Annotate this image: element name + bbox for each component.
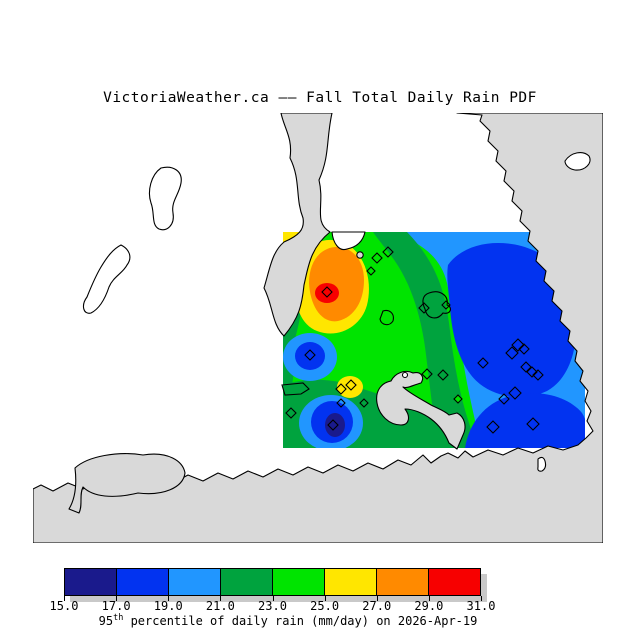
lake-west-south <box>82 244 131 314</box>
station-marker-diamond <box>359 398 369 408</box>
tick-mark <box>272 596 274 601</box>
station-marker-diamond <box>486 420 500 434</box>
station-marker-diamond <box>453 394 463 404</box>
tick-mark <box>64 596 65 601</box>
page-title: VictoriaWeather.ca –– Fall Total Daily R… <box>103 90 537 106</box>
colorbar-tick-label: 21.0 <box>205 599 235 613</box>
colorbar-tick-label: 15.0 <box>49 599 79 613</box>
victoria-harbours <box>376 370 466 450</box>
station-marker-diamond <box>421 368 433 380</box>
island-northeast <box>564 152 591 171</box>
station-marker-diamond <box>285 407 297 419</box>
colorbar-segment-27-29 <box>377 569 429 595</box>
lake-west-north <box>148 166 182 231</box>
station-marker-diamond <box>321 286 333 298</box>
station-marker-diamond <box>437 369 449 381</box>
contour-green-speck <box>454 395 462 403</box>
station-marker-diamond <box>382 246 394 258</box>
station-marker-diamond <box>526 417 540 431</box>
station-marker-diamond <box>418 302 430 314</box>
station-marker-diamond <box>335 383 347 395</box>
contour-blue-southeast <box>465 393 585 448</box>
colorbar-tick-label: 31.0 <box>466 599 496 613</box>
colorbar-labels: 15.0 17.0 19.0 21.0 23.0 25.0 27.0 29.0 … <box>50 599 496 613</box>
colorbar-tick-label: 25.0 <box>310 599 340 613</box>
colorbar-segment-19-21 <box>169 569 221 595</box>
colorbar-caption: 95th percentile of daily rain (mm/day) o… <box>0 613 576 628</box>
station-marker-diamond <box>518 343 530 355</box>
station-marker-diamond <box>336 398 346 408</box>
tick-mark <box>376 596 378 601</box>
lakes-layer <box>82 166 452 396</box>
contour-band-21-23-mid <box>373 232 477 448</box>
caption-text: percentile of daily rain (mm/day) on 202… <box>123 614 478 628</box>
colorbar-tick-label: 27.0 <box>362 599 392 613</box>
sooke-basin <box>68 453 186 514</box>
brentwood-bay <box>356 251 364 259</box>
station-marker-diamond <box>505 346 519 360</box>
prospect-lake-outline <box>379 309 394 326</box>
saanich-inlet <box>263 112 333 337</box>
station-markers <box>285 246 544 434</box>
station-marker-diamond <box>532 369 544 381</box>
tick-mark <box>324 596 326 601</box>
tick-mark <box>220 596 222 601</box>
station-marker-diamond <box>520 361 532 373</box>
tick-mark <box>168 596 170 601</box>
caption-number: 95 <box>98 614 114 628</box>
colorbar-ticks <box>64 596 482 602</box>
station-marker-diamond <box>511 338 525 352</box>
colorbar-segment-25-27 <box>325 569 377 595</box>
colorbar-segment-29-31 <box>429 569 480 595</box>
water-layer <box>32 112 604 544</box>
colorbar-tick-label: 17.0 <box>101 599 131 613</box>
colorbar-tick-label: 29.0 <box>414 599 444 613</box>
station-marker-diamond <box>366 266 376 276</box>
colorbar-tick-label: 23.0 <box>258 599 287 613</box>
tick-mark <box>428 596 430 601</box>
trial-islet <box>537 456 547 472</box>
station-marker-diamond <box>371 252 383 264</box>
station-marker-diamond <box>327 419 339 431</box>
station-marker-diamond <box>477 357 489 369</box>
station-marker-diamond <box>498 393 510 405</box>
contour-navy-min <box>325 413 345 437</box>
colorbar-segment-21-23 <box>221 569 273 595</box>
tick-mark <box>116 596 118 601</box>
colorbar-segment-15-17 <box>65 569 117 595</box>
colorbar-segment-23-25 <box>273 569 325 595</box>
contour-band-27-29 <box>309 247 364 322</box>
land-notch <box>331 231 366 251</box>
tick-mark <box>481 596 482 601</box>
caption-superscript: th <box>113 613 124 623</box>
station-marker-diamond <box>441 300 451 310</box>
contour-yellow-blob-small <box>337 376 363 398</box>
station-marker-diamond <box>508 386 522 400</box>
lagoon-outline <box>281 382 310 396</box>
rain-contour-field <box>283 232 585 448</box>
station-marker-diamond <box>345 379 357 391</box>
colorbar <box>64 568 481 596</box>
colorbar-segment-17-19 <box>117 569 169 595</box>
colorbar-tick-label: 19.0 <box>153 599 183 613</box>
elk-lake-outline <box>422 291 452 319</box>
harbour-islet <box>401 371 409 379</box>
station-marker-diamond <box>526 366 538 378</box>
station-marker-diamond <box>304 349 316 361</box>
map-area <box>32 112 604 544</box>
contour-band-29-31-max <box>315 283 339 303</box>
contour-map-svg <box>32 112 604 544</box>
contour-blue-west <box>295 342 325 370</box>
